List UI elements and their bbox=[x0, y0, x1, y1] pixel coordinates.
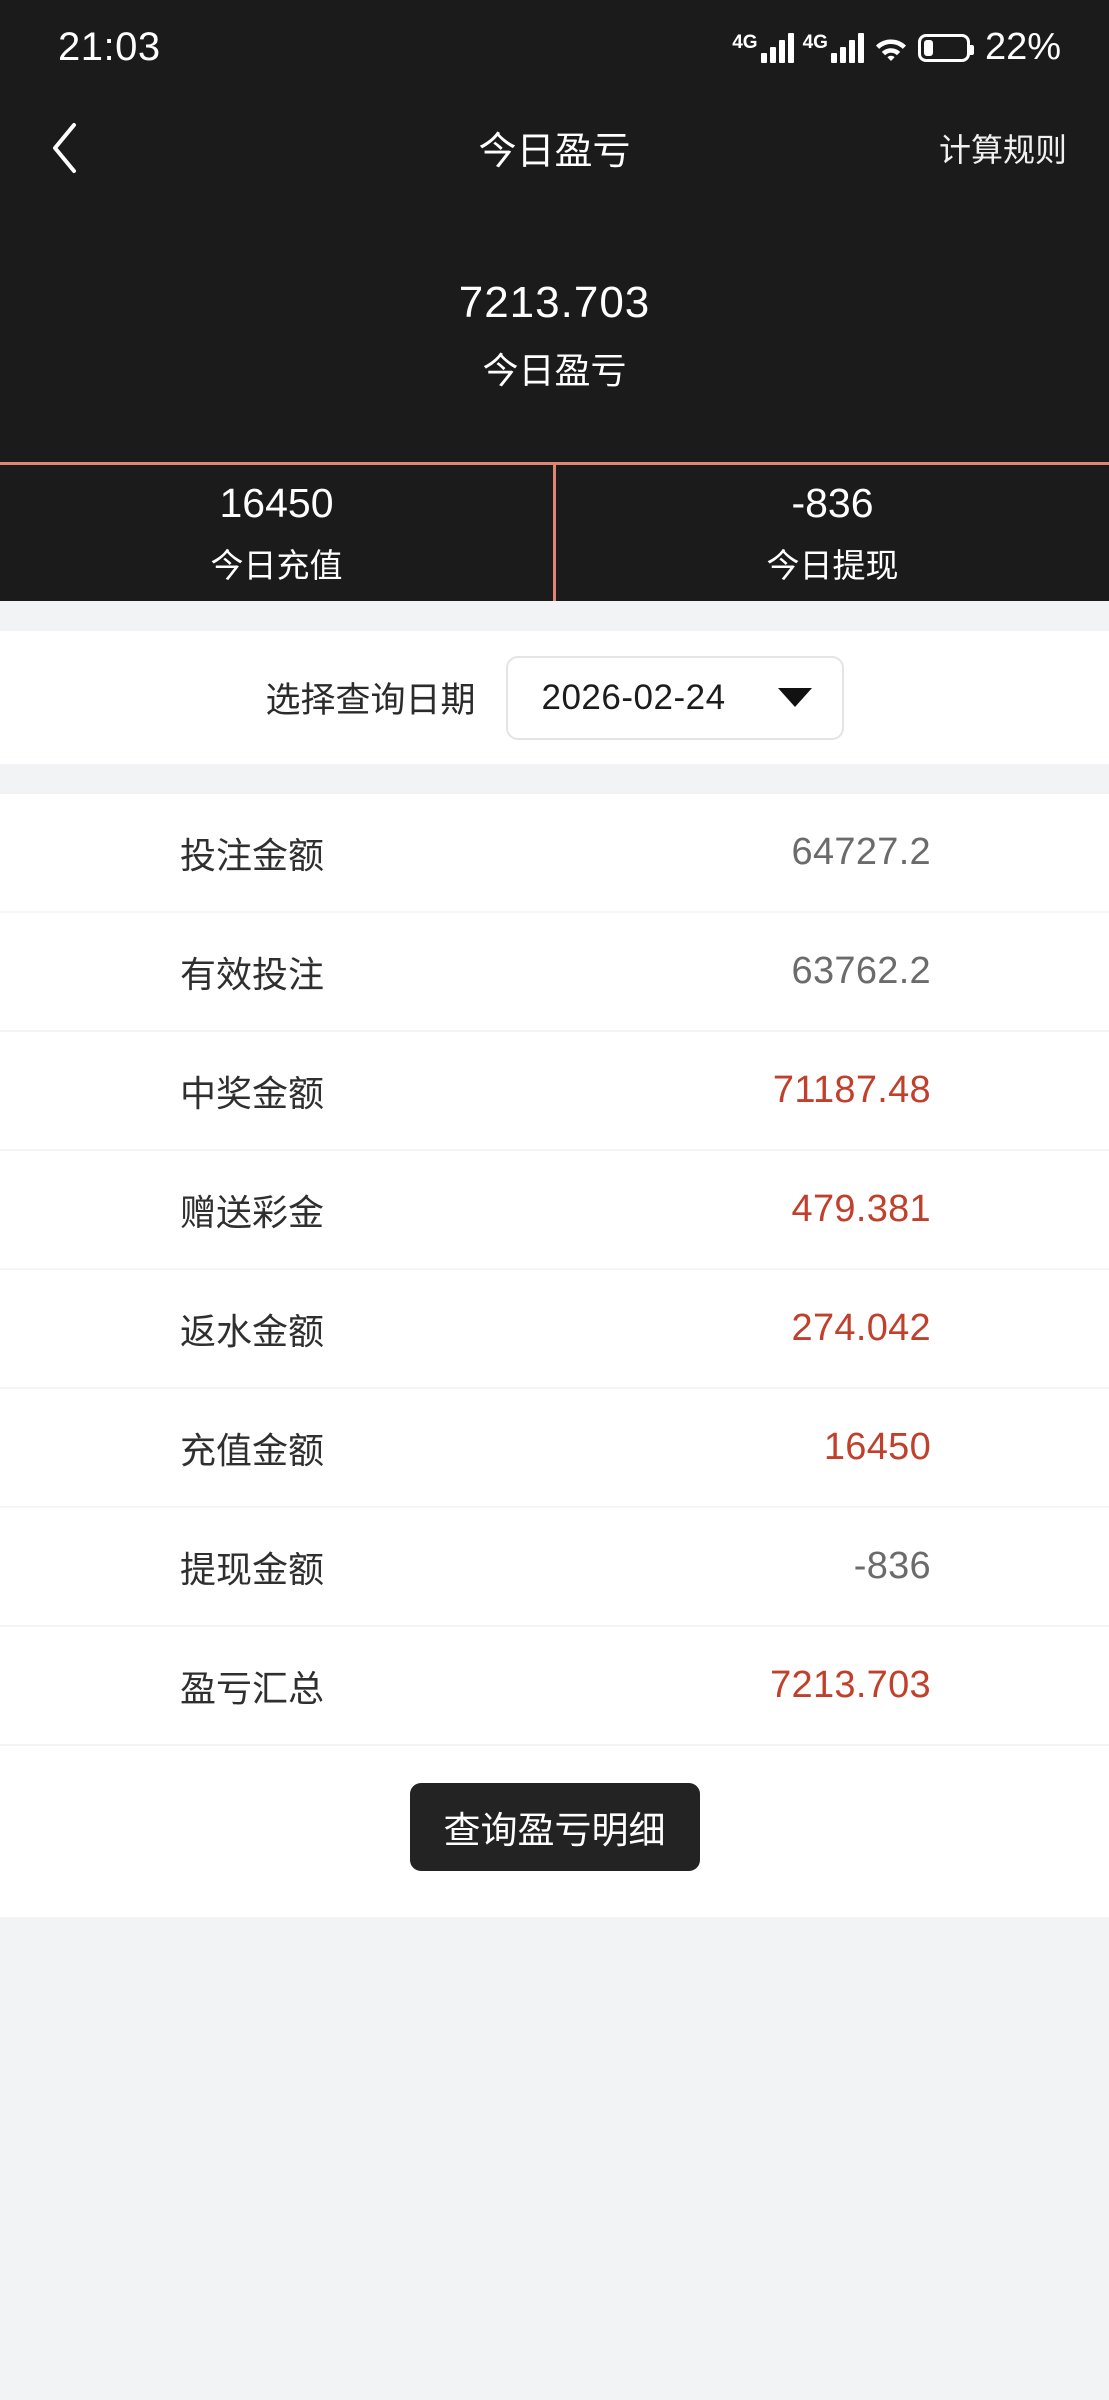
signal-bars-2 bbox=[830, 32, 864, 63]
row-value: 64727.2 bbox=[791, 831, 931, 873]
wifi-icon bbox=[873, 33, 909, 63]
page-background-filler bbox=[0, 1917, 1109, 2367]
stat-deposit-value: 16450 bbox=[219, 479, 334, 526]
table-row: 盈亏汇总 7213.703 bbox=[0, 1627, 1109, 1746]
table-row: 中奖金额 71187.48 bbox=[0, 1032, 1109, 1151]
row-value: 274.042 bbox=[791, 1307, 931, 1349]
table-row: 有效投注 63762.2 bbox=[0, 913, 1109, 1032]
stat-deposit[interactable]: 16450 今日充值 bbox=[0, 465, 553, 601]
status-bar-clock: 21:03 bbox=[58, 25, 161, 69]
row-value: 16450 bbox=[823, 1426, 931, 1468]
today-profit-amount: 7213.703 bbox=[458, 278, 651, 327]
row-label: 提现金额 bbox=[180, 1548, 325, 1590]
section-gap-top bbox=[0, 601, 1109, 631]
query-detail-button[interactable]: 查询盈亏明细 bbox=[409, 1783, 700, 1871]
row-label: 中奖金额 bbox=[180, 1072, 325, 1114]
navigation-bar: 今日盈亏 计算规则 bbox=[0, 95, 1109, 200]
battery-fill bbox=[923, 39, 933, 56]
cellular-signal-2-icon: 4G bbox=[802, 31, 864, 63]
table-row: 充值金额 16450 bbox=[0, 1389, 1109, 1508]
row-label: 有效投注 bbox=[180, 953, 325, 995]
stat-deposit-label: 今日充值 bbox=[210, 546, 343, 584]
today-profit-label: 今日盈亏 bbox=[482, 350, 627, 391]
hero-section: 21:03 4G 4G bbox=[0, 0, 1109, 601]
row-label: 返水金额 bbox=[180, 1310, 325, 1352]
network-type-label-2: 4G bbox=[802, 31, 828, 53]
stat-withdraw-value: -836 bbox=[791, 479, 874, 526]
signal-bars-1 bbox=[760, 32, 794, 63]
date-filter-label: 选择查询日期 bbox=[265, 681, 476, 720]
table-row: 投注金额 64727.2 bbox=[0, 794, 1109, 913]
date-filter-card: 选择查询日期 2026-02-24 bbox=[0, 631, 1109, 764]
date-select-value: 2026-02-24 bbox=[541, 677, 726, 717]
row-label: 投注金额 bbox=[180, 834, 325, 876]
stat-withdraw[interactable]: -836 今日提现 bbox=[553, 465, 1109, 601]
date-select[interactable]: 2026-02-24 bbox=[505, 655, 844, 740]
back-chevron-icon bbox=[53, 122, 76, 173]
table-row: 赠送彩金 479.381 bbox=[0, 1151, 1109, 1270]
cellular-signal-1-icon: 4G bbox=[732, 31, 794, 63]
row-value: 71187.48 bbox=[772, 1069, 931, 1111]
row-label: 赠送彩金 bbox=[180, 1191, 325, 1233]
row-value: 7213.703 bbox=[770, 1664, 931, 1706]
row-label: 充值金额 bbox=[180, 1429, 325, 1471]
calculation-rules-link[interactable]: 计算规则 bbox=[938, 131, 1067, 168]
network-type-label-1: 4G bbox=[732, 31, 758, 53]
row-value: -836 bbox=[853, 1545, 931, 1587]
today-profit-summary: 7213.703 今日盈亏 bbox=[0, 200, 1109, 462]
stat-withdraw-label: 今日提现 bbox=[766, 546, 899, 584]
back-button[interactable] bbox=[0, 95, 130, 200]
status-bar-indicators: 4G 4G 22% bbox=[732, 26, 1061, 69]
chevron-down-icon bbox=[777, 688, 812, 707]
footer-action-area: 查询盈亏明细 bbox=[0, 1746, 1109, 1917]
battery-percent-label: 22% bbox=[984, 26, 1061, 68]
status-bar: 21:03 4G 4G bbox=[0, 0, 1109, 95]
battery-icon bbox=[917, 33, 974, 62]
row-value: 63762.2 bbox=[791, 950, 931, 992]
today-stats-row: 16450 今日充值 -836 今日提现 bbox=[0, 462, 1109, 601]
row-value: 479.381 bbox=[791, 1188, 931, 1230]
section-gap-middle bbox=[0, 764, 1109, 794]
table-row: 提现金额 -836 bbox=[0, 1508, 1109, 1627]
table-row: 返水金额 274.042 bbox=[0, 1270, 1109, 1389]
summary-table: 投注金额 64727.2 有效投注 63762.2 中奖金额 71187.48 … bbox=[0, 794, 1109, 1746]
row-label: 盈亏汇总 bbox=[180, 1667, 325, 1709]
